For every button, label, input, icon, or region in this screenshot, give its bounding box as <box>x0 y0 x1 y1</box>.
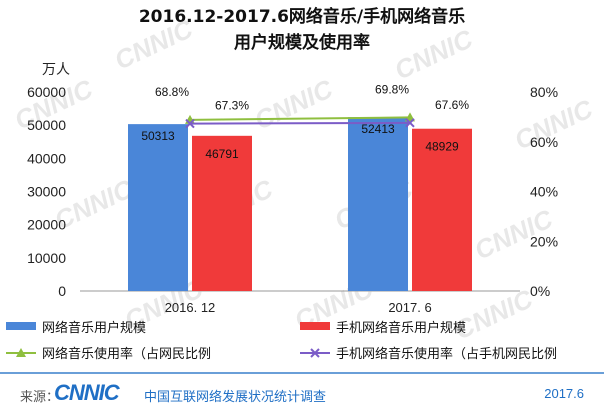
watermark-text: CNNIC <box>250 73 338 136</box>
x-category-label: 2017. 6 <box>388 300 431 315</box>
legend-label: 网络音乐用户规模 <box>42 320 146 336</box>
y-tick-label: 50000 <box>27 117 66 133</box>
watermark-text: CNNIC <box>390 23 478 86</box>
chart-title-line2: 用户规模及使用率 <box>234 32 370 53</box>
y-axis-unit: 万人 <box>42 62 70 78</box>
y2-tick-label: 60% <box>530 134 558 150</box>
legend-marker <box>310 348 320 358</box>
cnnic-logo: CNNIC <box>54 380 120 405</box>
line-value-label: 67.6% <box>435 98 469 112</box>
line-series <box>189 121 411 125</box>
legend-marker <box>16 348 26 357</box>
line-value-label: 67.3% <box>215 99 249 113</box>
bar-value-label: 52413 <box>361 122 395 136</box>
legend-swatch <box>6 322 36 330</box>
bar <box>412 128 472 291</box>
footer-divider <box>0 372 604 374</box>
bar <box>348 117 408 292</box>
y-tick-label: 30000 <box>27 184 66 200</box>
x-category-label: 2016. 12 <box>165 300 216 315</box>
y2-tick-label: 0% <box>530 283 550 299</box>
y-tick-label: 40000 <box>27 150 66 166</box>
source-date: 2017.6 <box>544 386 584 401</box>
source-org: 中国互联网络发展状况统计调查 <box>144 390 327 405</box>
footer: 来源： CNNIC 中国互联网络发展状况统计调查 2017.6 <box>0 372 604 412</box>
line-series <box>189 116 411 121</box>
line-point <box>185 118 195 129</box>
watermark-text: CNNIC <box>450 283 538 346</box>
y2-tick-label: 40% <box>530 184 558 200</box>
y2-tick-label: 80% <box>530 84 558 100</box>
bar-value-label: 46791 <box>205 147 239 161</box>
source-label: 来源： <box>20 390 60 405</box>
y-tick-label: 0 <box>58 283 66 299</box>
bar <box>192 135 252 291</box>
y-tick-label: 20000 <box>27 217 66 233</box>
line-value-label: 69.8% <box>375 82 409 96</box>
bar-value-label: 50313 <box>141 129 175 143</box>
y-tick-label: 60000 <box>27 84 66 100</box>
bar-value-label: 48929 <box>425 140 459 154</box>
line-value-label: 68.8% <box>155 85 189 99</box>
legend-label: 手机网络音乐用户规模 <box>336 320 466 336</box>
legend-label: 网络音乐使用率（占网民比例 <box>42 346 211 362</box>
legend-label: 手机网络音乐使用率（占手机网民比例 <box>336 346 557 362</box>
legend-swatch <box>300 322 330 330</box>
y-tick-label: 10000 <box>27 250 66 266</box>
chart-title-line1: 2016.12-2017.6网络音乐/手机网络音乐 <box>139 6 465 27</box>
line-point <box>405 118 415 128</box>
y2-tick-label: 20% <box>530 233 558 249</box>
bar <box>128 124 188 292</box>
